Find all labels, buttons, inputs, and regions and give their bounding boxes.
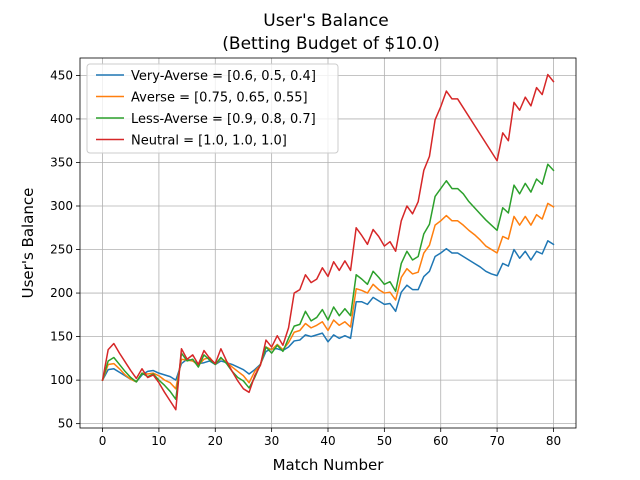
x-tick-label: 0 <box>99 434 107 448</box>
y-tick-label: 300 <box>50 199 73 213</box>
x-axis-label: Match Number <box>273 456 385 474</box>
series-line-4 <box>101 73 555 411</box>
x-tick-label: 80 <box>546 434 561 448</box>
y-tick-label: 150 <box>50 330 73 344</box>
x-tick-label: 30 <box>264 434 279 448</box>
y-tick-label: 250 <box>50 243 73 257</box>
x-tick-label: 70 <box>489 434 504 448</box>
series-line-1 <box>101 240 555 383</box>
x-tick-label: 60 <box>433 434 448 448</box>
y-tick-label: 400 <box>50 112 73 126</box>
x-tick-label: 10 <box>151 434 166 448</box>
y-tick-label: 200 <box>50 286 73 300</box>
legend-label-2: Averse = [0.75, 0.65, 0.55] <box>131 91 308 106</box>
x-tick-label: 40 <box>320 434 335 448</box>
legend-label-4: Neutral = [1.0, 1.0, 1.0] <box>131 134 287 149</box>
chart-subtitle: (Betting Budget of $10.0) <box>222 34 439 54</box>
y-tick-label: 350 <box>50 155 73 169</box>
series-group <box>101 73 555 411</box>
legend: Very-Averse = [0.6, 0.5, 0.4] Averse = [0… <box>86 63 339 154</box>
axis-ticks: 0 10 20 30 40 50 60 70 80 50 100 150 200 250 300 350 400… <box>50 68 561 448</box>
legend-box <box>86 63 339 154</box>
chart-title: User's Balance <box>263 11 388 31</box>
y-axis-label: User's Balance <box>19 188 37 299</box>
x-tick-label: 20 <box>208 434 223 448</box>
y-tick-label: 450 <box>50 68 73 82</box>
legend-label-1: Very-Averse = [0.6, 0.5, 0.4] <box>131 69 316 84</box>
legend-label-3: Less-Averse = [0.9, 0.8, 0.7] <box>131 112 316 127</box>
y-tick-label: 100 <box>50 373 73 387</box>
x-tick-label: 50 <box>377 434 392 448</box>
y-tick-label: 50 <box>58 417 73 431</box>
